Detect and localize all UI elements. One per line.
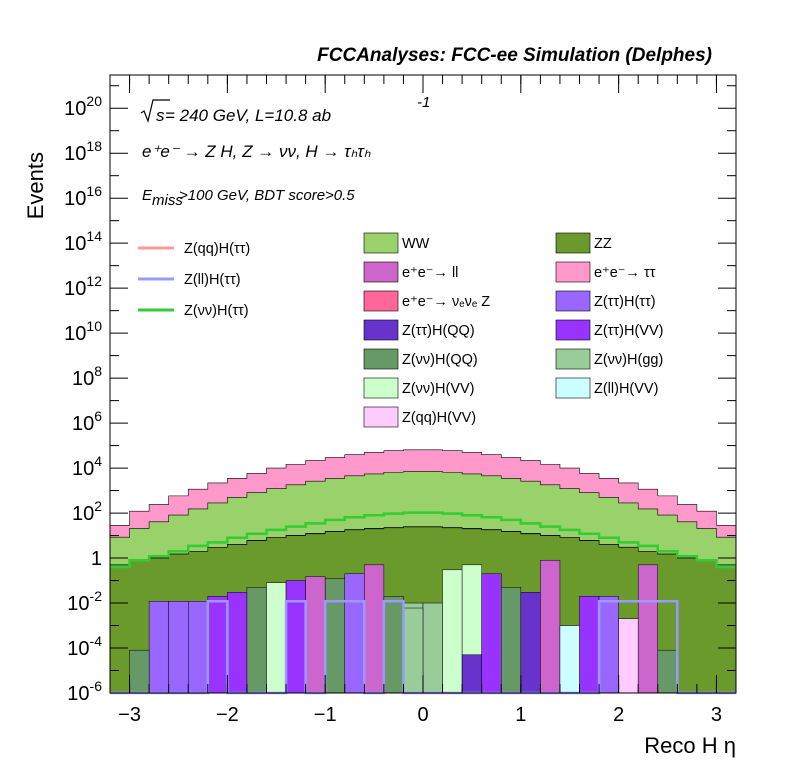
x-tick-label: 1 [515, 704, 526, 726]
small-bin-15 [422, 602, 443, 694]
small-bin-20 [520, 592, 541, 694]
bin-hgg-center [403, 607, 424, 694]
signal-line-1 [110, 600, 736, 695]
x-tick-label: −2 [216, 704, 239, 726]
x-tick-label: 3 [711, 704, 722, 726]
y-axis-label: Events [23, 152, 48, 219]
legend-fill-swatch [363, 290, 399, 312]
x-tick-label: −3 [118, 704, 141, 726]
small-bin-4 [207, 596, 228, 694]
y-tick-label: 1016 [64, 183, 102, 210]
small-bin-6 [246, 587, 267, 694]
x-tick-label: 2 [613, 704, 624, 726]
y-tick-label: 1020 [64, 93, 102, 120]
legend-fill-swatch [363, 406, 399, 428]
legend-fill-label: e⁺e⁻→ ττ [594, 265, 656, 281]
bin-llvv [559, 625, 580, 694]
stacked-histograms [109, 449, 737, 694]
legend-fill-swatch [363, 261, 399, 283]
small-bin-1 [168, 601, 189, 694]
small-bin-24 [598, 596, 619, 694]
legend-fill-swatch [555, 232, 591, 254]
small-bin-21 [540, 559, 561, 694]
legend-fill-label: Z(ττ)H(QQ) [402, 323, 475, 339]
signal-line-2 [110, 511, 736, 569]
y-tick-label: 1014 [64, 228, 102, 255]
small-bin-23 [579, 596, 600, 694]
small-bin-5 [227, 592, 248, 694]
legend-fill-swatch [555, 377, 591, 399]
lumi-exponent: -1 [417, 94, 430, 111]
legend-fill-label: Z(ττ)H(VV) [594, 323, 663, 339]
legend-line-label: Z(νν)H(ττ) [184, 303, 249, 319]
legend-fill-swatch [555, 290, 591, 312]
legend-fill-label: WW [402, 236, 430, 252]
y-tick-label: 1 [91, 548, 102, 570]
small-bin-10 [324, 578, 345, 694]
small-bin-19 [501, 587, 522, 694]
y-tick-label: 10-2 [67, 588, 102, 615]
signal-lines [110, 511, 736, 695]
legend-fill-swatch [555, 261, 591, 283]
x-tick-label: −1 [314, 704, 337, 726]
legend-fill-swatch [363, 232, 399, 254]
small-bin-8 [285, 580, 306, 694]
y-tick-label: 1018 [64, 138, 102, 165]
legend-line-label: Z(qq)H(ττ) [184, 241, 250, 257]
small-bin-16 [442, 569, 463, 694]
plot-frame [109, 74, 737, 694]
small-bin-25 [618, 618, 639, 694]
energy-lumi-text: = 240 GeV, L=10.8 ab [165, 106, 331, 125]
small-bin-11 [344, 573, 365, 694]
small-bin-9 [305, 576, 326, 694]
sqrt-s-text: s [156, 106, 165, 125]
legend-fill-label: e⁺e⁻→ ll [402, 265, 458, 281]
cut-rest: >100 GeV, BDT score>0.5 [179, 187, 355, 204]
small-bin-13 [383, 596, 404, 694]
legend-fill-label: e⁺e⁻→ νₑνₑ Z [402, 294, 490, 310]
small-bin-26 [637, 564, 658, 694]
small-bin-18 [481, 573, 502, 694]
cut-sub: miss [152, 192, 183, 209]
energy-annotation: s = 240 GeV, L=10.8 ab -1 [140, 94, 430, 125]
y-tick-label: 108 [72, 363, 102, 390]
small-bin-27 [657, 649, 678, 694]
axes: −3 −2 −1 0 1 2 3 10-6 10-4 10-2 1 102 104 106 108 1010 1… [64, 75, 737, 726]
small-bin-7 [266, 582, 287, 694]
process-annotation: e⁺e⁻ → Z H, Z → νν, H → τₕτₕ [142, 142, 371, 161]
cut-annotation: E miss >100 GeV, BDT score>0.5 [142, 187, 355, 209]
chart-title: FCCAnalyses: FCC-ee Simulation (Delphes) [317, 45, 712, 66]
y-tick-label: 1012 [64, 273, 102, 300]
legend-fill-label: Z(qq)H(VV) [402, 410, 476, 426]
small-bin-2 [188, 601, 209, 694]
small-bin-0 [148, 601, 169, 694]
small-bin-12 [364, 564, 385, 694]
y-tick-label: 10-4 [67, 633, 102, 660]
legend: Z(qq)H(ττ) Z(ll)H(ττ) Z(νν)H(ττ) WW ZZ e⁺e⁻→ … [138, 232, 663, 428]
y-tick-label: 104 [72, 453, 102, 480]
legend-fill-swatch [363, 319, 399, 341]
small-bin-3 [129, 649, 150, 694]
legend-fill-label: Z(νν)H(gg) [594, 352, 663, 368]
legend-fill-swatch [555, 319, 591, 341]
legend-fill-label: Z(ττ)H(ττ) [594, 294, 656, 310]
bin-qq-dip [461, 654, 482, 694]
legend-fill-swatch [555, 348, 591, 370]
legend-fill-swatch [363, 348, 399, 370]
y-tick-label: 106 [72, 408, 102, 435]
legend-line-label: Z(ll)H(ττ) [184, 272, 241, 288]
legend-fill-label: Z(νν)H(VV) [402, 381, 475, 397]
sqrt-symbol [140, 99, 170, 123]
x-axis-label: Reco H η [644, 733, 736, 758]
legend-fill-label: Z(ll)H(VV) [594, 381, 658, 397]
y-tick-label: 102 [72, 498, 102, 525]
legend-fill-label: Z(νν)H(QQ) [402, 352, 478, 368]
y-tick-label: 10-6 [67, 678, 102, 705]
y-tick-label: 1010 [64, 318, 102, 345]
legend-fill-label: ZZ [594, 236, 612, 252]
legend-fill-swatch [363, 377, 399, 399]
x-tick-label: 0 [417, 704, 428, 726]
cut-e: E [142, 187, 153, 204]
